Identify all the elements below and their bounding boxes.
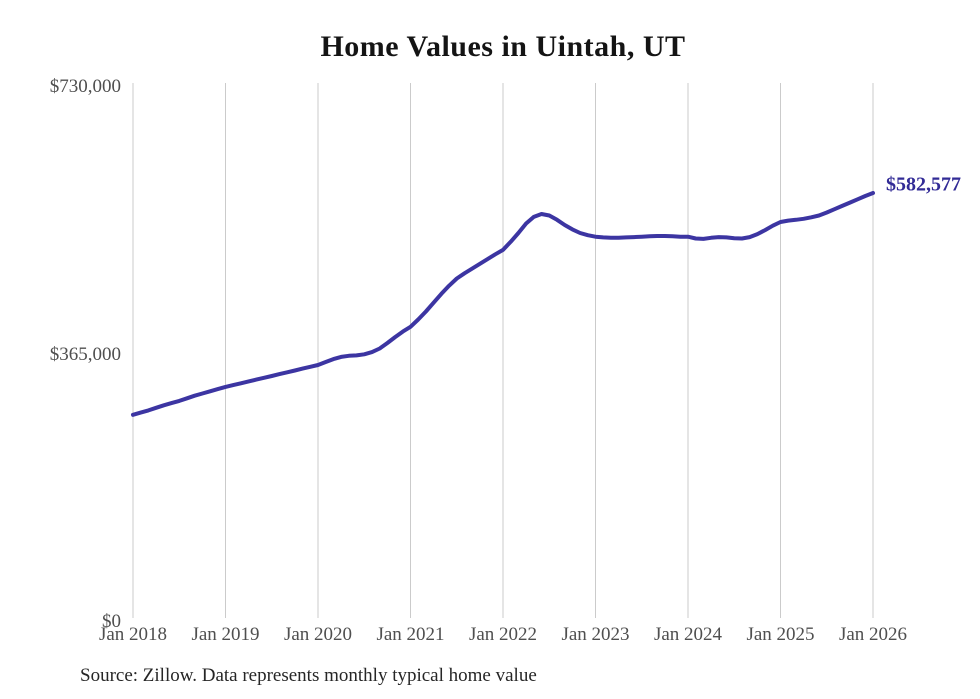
y-tick-label: $365,000 [49,343,121,365]
latest-value-label: $582,577 [886,173,961,196]
x-tick-label: Jan 2023 [561,624,630,645]
x-tick-label: Jan 2025 [746,624,815,645]
x-tick-label: Jan 2026 [838,624,908,645]
home-value-line [131,191,875,417]
x-tick-label: Jan 2024 [653,624,723,645]
source-note: Source: Zillow. Data represents monthly … [80,665,537,686]
x-tick-label: Jan 2021 [376,624,445,645]
x-tick-label: Jan 2020 [283,624,353,645]
x-tick-label: Jan 2022 [468,624,538,645]
x-tick-label: Jan 2018 [98,624,168,645]
gridlines [132,83,874,618]
x-tick-label: Jan 2019 [191,624,260,645]
y-tick-label: $0 [102,611,121,632]
y-tick-label: $730,000 [49,76,121,97]
chart-title: Home Values in Uintah, UT [320,30,686,63]
